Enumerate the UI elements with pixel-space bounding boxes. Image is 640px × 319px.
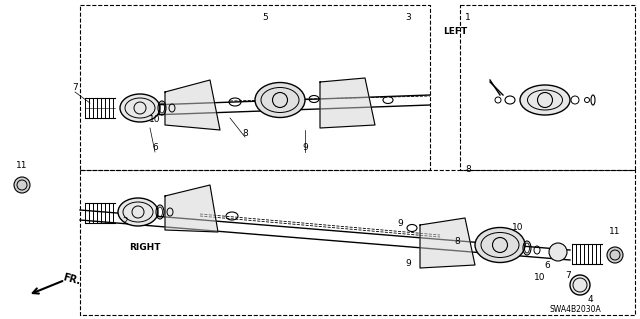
Ellipse shape xyxy=(607,247,623,263)
Polygon shape xyxy=(320,78,375,128)
Ellipse shape xyxy=(520,85,570,115)
Polygon shape xyxy=(165,185,218,232)
Text: 10: 10 xyxy=(534,273,546,283)
Text: 6: 6 xyxy=(152,144,158,152)
Ellipse shape xyxy=(570,275,590,295)
Text: LEFT: LEFT xyxy=(443,27,467,36)
Ellipse shape xyxy=(118,198,158,226)
Text: 6: 6 xyxy=(544,261,550,270)
Text: RIGHT: RIGHT xyxy=(129,243,161,253)
Ellipse shape xyxy=(120,94,160,122)
Text: 8: 8 xyxy=(242,129,248,137)
Text: 8: 8 xyxy=(465,166,471,174)
Text: FR.: FR. xyxy=(62,272,82,286)
Text: 10: 10 xyxy=(512,224,524,233)
Text: 3: 3 xyxy=(405,13,411,23)
Text: 9: 9 xyxy=(405,258,411,268)
Polygon shape xyxy=(165,80,220,130)
Ellipse shape xyxy=(549,243,567,261)
Text: 7: 7 xyxy=(72,84,78,93)
Ellipse shape xyxy=(14,177,30,193)
Text: 10: 10 xyxy=(149,115,161,124)
Text: 9: 9 xyxy=(397,219,403,228)
Text: 5: 5 xyxy=(262,13,268,23)
Text: 8: 8 xyxy=(454,236,460,246)
Ellipse shape xyxy=(255,83,305,117)
Text: SWA4B2030A: SWA4B2030A xyxy=(549,306,601,315)
Text: 11: 11 xyxy=(16,160,28,169)
Text: 4: 4 xyxy=(587,295,593,305)
Ellipse shape xyxy=(475,227,525,263)
Text: 2: 2 xyxy=(122,218,128,226)
Text: 1: 1 xyxy=(465,13,471,23)
Text: 9: 9 xyxy=(302,144,308,152)
Text: 11: 11 xyxy=(609,227,621,236)
Polygon shape xyxy=(420,218,475,268)
Text: 7: 7 xyxy=(565,271,571,280)
